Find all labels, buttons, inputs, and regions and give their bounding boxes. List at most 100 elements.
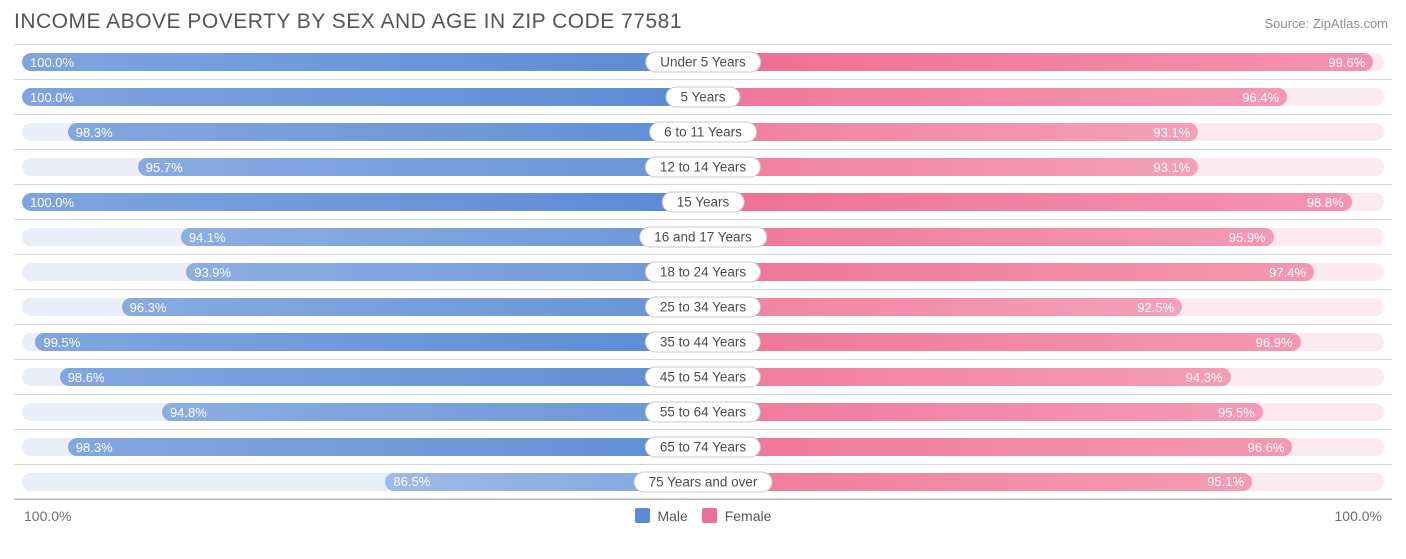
legend-male-label: Male (657, 508, 687, 524)
table-row: 100.0% 99.6% Under 5 Years (14, 44, 1392, 79)
male-half: 93.9% (14, 255, 703, 289)
female-bar: 96.9% (711, 333, 1301, 351)
male-track: 94.8% (22, 403, 695, 421)
table-row: 94.1% 95.9% 16 and 17 Years (14, 219, 1392, 254)
male-bar: 100.0% (22, 53, 695, 71)
axis-right-label: 100.0% (1335, 508, 1382, 524)
female-half: 95.9% (703, 220, 1392, 254)
table-row: 93.9% 97.4% 18 to 24 Years (14, 254, 1392, 289)
male-half: 100.0% (14, 45, 703, 79)
female-track: 95.5% (711, 403, 1384, 421)
table-row: 95.7%93.1%12 to 14 Years (14, 149, 1392, 184)
chart-rows: 100.0% 99.6% Under 5 Years 100.0% 96.4% 5 Yea… (14, 44, 1392, 500)
legend-female: Female (702, 508, 772, 524)
male-half: 94.8% (14, 395, 703, 429)
legend-male: Male (635, 508, 688, 524)
male-half: 98.3% (14, 430, 703, 464)
table-row: 100.0% 96.4% 5 Years (14, 79, 1392, 114)
male-bar: 94.1% (181, 228, 695, 246)
female-value: 95.1% (1207, 474, 1244, 489)
legend: Male Female (635, 508, 772, 524)
age-label: 18 to 24 Years (645, 262, 761, 283)
female-bar: 93.1% (711, 123, 1198, 141)
female-track: 94.3% (711, 368, 1384, 386)
female-track: 93.1% (711, 123, 1384, 141)
female-value: 93.1% (1153, 125, 1190, 140)
male-bar: 99.5% (35, 333, 695, 351)
female-track: 92.5% (711, 298, 1384, 316)
male-track: 98.3% (22, 438, 695, 456)
male-track: 100.0% (22, 193, 695, 211)
female-bar: 97.4% (711, 263, 1314, 281)
male-bar: 98.3% (68, 438, 695, 456)
male-bar: 95.7% (138, 158, 695, 176)
female-value: 98.8% (1307, 195, 1344, 210)
age-label: 16 and 17 Years (639, 227, 767, 248)
male-track: 98.6% (22, 368, 695, 386)
male-value: 93.9% (194, 265, 231, 280)
age-label: 65 to 74 Years (645, 437, 761, 458)
table-row: 98.6%94.3%45 to 54 Years (14, 359, 1392, 394)
female-value: 92.5% (1137, 300, 1174, 315)
male-bar: 100.0% (22, 193, 695, 211)
age-label: 75 Years and over (634, 471, 773, 492)
female-half: 95.5% (703, 395, 1392, 429)
age-label: 5 Years (665, 87, 740, 108)
male-track: 93.9% (22, 263, 695, 281)
female-track: 97.4% (711, 263, 1384, 281)
chart-footer: 100.0% Male Female 100.0% (14, 500, 1392, 532)
female-value: 95.9% (1229, 230, 1266, 245)
female-half: 95.1% (703, 465, 1392, 498)
male-half: 99.5% (14, 325, 703, 359)
female-value: 96.6% (1248, 440, 1285, 455)
male-half: 95.7% (14, 150, 703, 184)
female-bar: 95.9% (711, 228, 1274, 246)
male-bar: 96.3% (122, 298, 695, 316)
male-value: 100.0% (30, 55, 74, 70)
female-value: 96.9% (1256, 335, 1293, 350)
male-value: 98.6% (68, 370, 105, 385)
male-value: 95.7% (146, 160, 183, 175)
table-row: 86.5% 95.1% 75 Years and over (14, 464, 1392, 499)
female-track: 98.8% (711, 193, 1384, 211)
male-half: 98.3% (14, 115, 703, 149)
male-half: 100.0% (14, 80, 703, 114)
female-bar: 94.3% (711, 368, 1231, 386)
age-label: Under 5 Years (645, 52, 761, 73)
female-value: 97.4% (1269, 265, 1306, 280)
male-value: 99.5% (43, 335, 80, 350)
female-half: 96.4% (703, 80, 1392, 114)
male-half: 96.3% (14, 290, 703, 324)
female-track: 95.1% (711, 473, 1384, 491)
male-bar: 98.3% (68, 123, 695, 141)
poverty-butterfly-chart: INCOME ABOVE POVERTY BY SEX AND AGE IN Z… (0, 0, 1406, 559)
male-bar: 93.9% (186, 263, 695, 281)
male-value: 94.8% (170, 405, 207, 420)
male-value: 96.3% (130, 300, 167, 315)
male-value: 100.0% (30, 195, 74, 210)
male-value: 98.3% (76, 125, 113, 140)
female-half: 96.6% (703, 430, 1392, 464)
male-bar: 94.8% (162, 403, 695, 421)
swatch-female (702, 508, 717, 523)
female-bar: 93.1% (711, 158, 1198, 176)
table-row: 98.3% 96.6% 65 to 74 Years (14, 429, 1392, 464)
legend-female-label: Female (725, 508, 772, 524)
age-label: 55 to 64 Years (645, 402, 761, 423)
female-bar: 96.6% (711, 438, 1292, 456)
age-label: 35 to 44 Years (645, 332, 761, 353)
female-value: 96.4% (1242, 90, 1279, 105)
male-value: 98.3% (76, 440, 113, 455)
female-bar: 96.4% (711, 88, 1287, 106)
age-label: 15 Years (662, 192, 745, 213)
male-track: 100.0% (22, 88, 695, 106)
female-half: 99.6% (703, 45, 1392, 79)
female-track: 96.9% (711, 333, 1384, 351)
female-value: 99.6% (1328, 55, 1365, 70)
female-value: 93.1% (1153, 160, 1190, 175)
female-half: 93.1% (703, 150, 1392, 184)
male-track: 94.1% (22, 228, 695, 246)
male-half: 86.5% (14, 465, 703, 498)
age-label: 6 to 11 Years (649, 122, 757, 143)
female-half: 96.9% (703, 325, 1392, 359)
